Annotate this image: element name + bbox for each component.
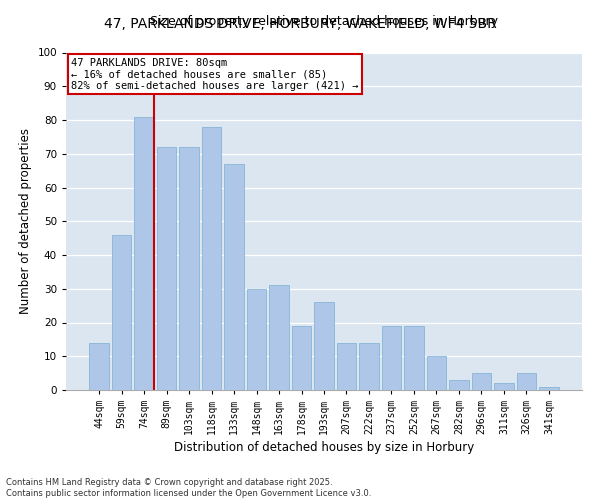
Bar (179, 147, 199, 390)
Bar (382, 326, 401, 390)
Bar (314, 302, 334, 390)
Bar (224, 164, 244, 390)
Bar (157, 147, 176, 390)
Text: 47 PARKLANDS DRIVE: 80sqm
← 16% of detached houses are smaller (85)
82% of semi-: 47 PARKLANDS DRIVE: 80sqm ← 16% of detac… (71, 58, 359, 91)
Bar (427, 356, 446, 390)
Bar (134, 116, 154, 390)
Y-axis label: Number of detached properties: Number of detached properties (19, 128, 32, 314)
Bar (202, 126, 221, 390)
Bar (337, 343, 356, 390)
Text: 47, PARKLANDS DRIVE, HORBURY, WAKEFIELD, WF4 5BR: 47, PARKLANDS DRIVE, HORBURY, WAKEFIELD,… (104, 18, 496, 32)
Bar (494, 383, 514, 390)
Bar (269, 286, 289, 390)
Bar (539, 386, 559, 390)
Text: Contains HM Land Registry data © Crown copyright and database right 2025.
Contai: Contains HM Land Registry data © Crown c… (6, 478, 371, 498)
Bar (359, 343, 379, 390)
Bar (292, 326, 311, 390)
Bar (517, 373, 536, 390)
Bar (247, 289, 266, 390)
Bar (112, 235, 131, 390)
Bar (89, 343, 109, 390)
Title: Size of property relative to detached houses in Horbury: Size of property relative to detached ho… (150, 14, 498, 28)
X-axis label: Distribution of detached houses by size in Horbury: Distribution of detached houses by size … (174, 441, 474, 454)
Bar (472, 373, 491, 390)
Bar (449, 380, 469, 390)
Bar (404, 326, 424, 390)
